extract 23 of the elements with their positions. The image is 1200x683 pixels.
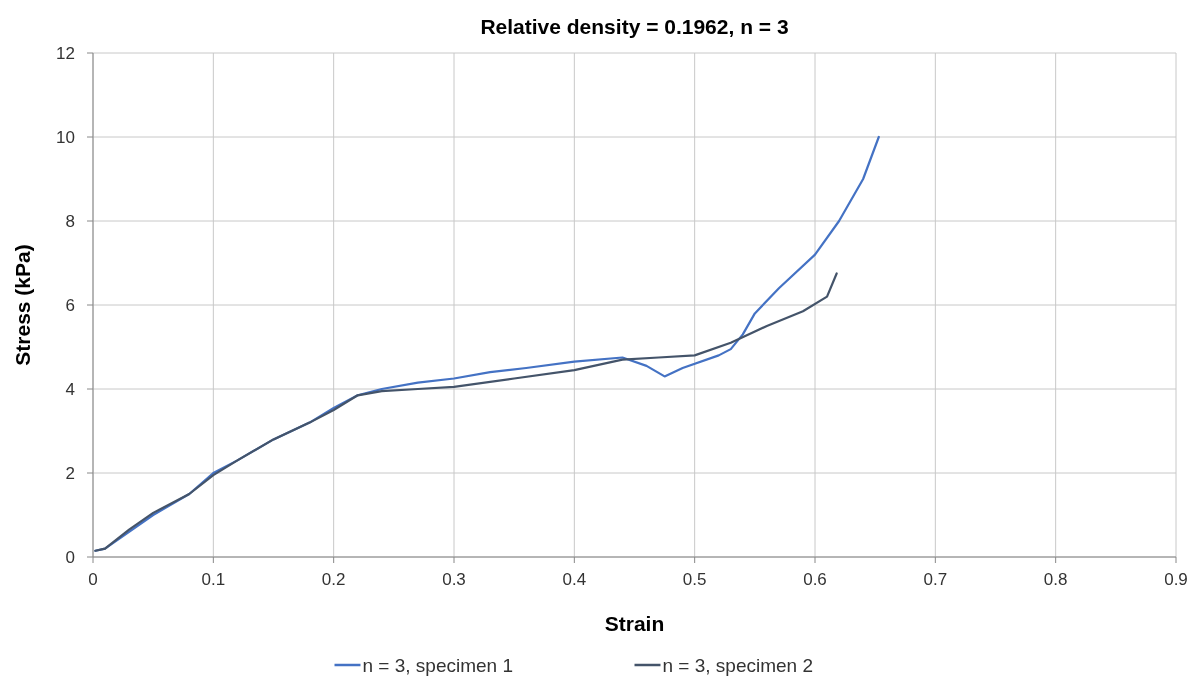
x-tick-label: 0.6 <box>803 570 827 589</box>
y-axis-title: Stress (kPa) <box>11 244 34 366</box>
x-tick-label: 0.1 <box>201 570 226 589</box>
x-axis-title: Strain <box>604 612 665 635</box>
line-series <box>94 272 838 552</box>
y-tick-label: 12 <box>56 43 75 63</box>
x-tick-label: 0.2 <box>321 570 346 589</box>
x-tick-label: 0.7 <box>923 570 948 589</box>
y-tick-label: 8 <box>65 211 75 231</box>
y-tick-label: 6 <box>65 295 75 315</box>
y-tick-label: 10 <box>56 127 75 147</box>
y-tick-label: 0 <box>65 547 75 567</box>
x-tick-label: 0.4 <box>562 570 587 589</box>
legend-label: n = 3, specimen 2 <box>662 654 814 676</box>
y-tick-label: 4 <box>65 379 75 399</box>
x-tick-label: 0.9 <box>1164 570 1188 589</box>
y-tick-label: 2 <box>65 463 75 483</box>
x-tick-label: 0.8 <box>1043 570 1068 589</box>
x-tick-label: 0.3 <box>442 570 466 589</box>
x-tick-label: 0.5 <box>682 570 707 589</box>
chart-title: Relative density = 0.1962, n = 3 <box>480 15 789 38</box>
legend-label: n = 3, specimen 1 <box>362 654 514 676</box>
x-tick-label: 0 <box>88 570 98 589</box>
